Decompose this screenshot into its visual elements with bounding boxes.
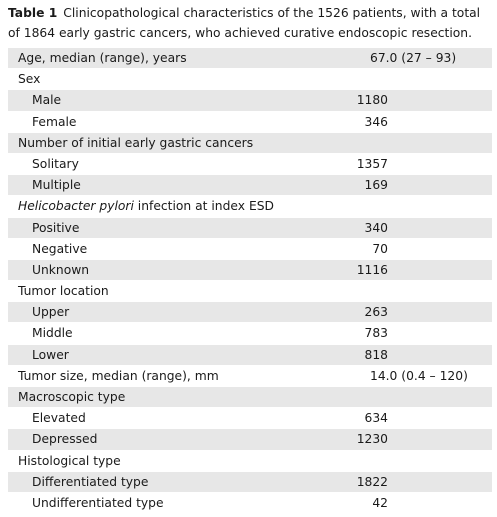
- row-label: Lower: [32, 345, 69, 365]
- row-label: Age, median (range), years: [18, 48, 187, 68]
- row-label-text: Depressed: [32, 432, 98, 447]
- row-label: Positive: [32, 218, 79, 238]
- row-label: Macroscopic type: [18, 387, 125, 407]
- row-value: 263: [364, 305, 388, 320]
- row-label: Tumor location: [18, 281, 109, 301]
- row-label-text: Female: [32, 114, 77, 129]
- table-row: Tumor size, median (range), mm 14.0 (0.4 …: [8, 366, 492, 387]
- row-value: 340: [364, 220, 388, 235]
- row-label-text: Histological type: [18, 453, 121, 468]
- row-label: Solitary: [32, 154, 79, 174]
- table-row: Upper 263: [8, 302, 492, 324]
- row-value: 783: [364, 326, 388, 341]
- row-value: 70: [372, 241, 388, 256]
- row-value: 1116: [356, 262, 388, 277]
- row-label-text: infection at index ESD: [133, 199, 274, 214]
- row-label-text: Number of initial early gastric cancers: [18, 135, 254, 150]
- row-label: Depressed: [32, 429, 97, 449]
- table-row: Number of initial early gastric cancers: [8, 132, 492, 154]
- row-label-text: Age, median (range), years: [18, 51, 187, 65]
- row-label: Middle: [32, 323, 73, 343]
- row-value: 634: [364, 411, 388, 426]
- row-label-text: Male: [32, 93, 62, 108]
- row-label-text: Sex: [18, 72, 41, 87]
- row-label: Male: [32, 90, 61, 110]
- table-row: Solitary 1357: [8, 154, 492, 176]
- row-label: Multiple: [32, 175, 81, 195]
- row-label-text: Differentiated type: [32, 474, 149, 489]
- table-row: Male 1180: [8, 90, 492, 112]
- row-label: Female: [32, 112, 76, 132]
- row-label-text: Macroscopic type: [18, 390, 126, 404]
- row-label: Differentiated type: [32, 472, 148, 492]
- row-label-text: Tumor location: [18, 284, 109, 299]
- row-label-text: Unknown: [32, 262, 90, 277]
- table-row: Elevated 634: [8, 408, 492, 430]
- table-row: Positive 340: [8, 217, 492, 239]
- row-value: 169: [364, 178, 388, 193]
- table-row: Multiple 169: [8, 175, 492, 197]
- row-label: Negative: [32, 239, 87, 259]
- row-label-italic: Helicobacter pylori: [18, 199, 134, 214]
- table: Age, median (range), years 67.0 (27 – 93)…: [8, 48, 492, 515]
- table-row: Middle 783: [8, 323, 492, 345]
- table-row: Differentiated type 1822: [8, 471, 492, 493]
- row-value: 1230: [356, 432, 388, 447]
- caption-number: Table 1: [8, 6, 58, 20]
- table-row: Unknown 1116: [8, 259, 492, 282]
- table-row: Macroscopic type: [8, 387, 492, 409]
- table-row: Tumor location: [8, 281, 492, 303]
- row-label-text: Solitary: [32, 156, 79, 171]
- table-row: Negative 70: [8, 239, 492, 260]
- row-label: Elevated: [32, 408, 86, 428]
- table-row: Female 346: [8, 112, 492, 133]
- row-label: Tumor size, median (range), mm: [18, 366, 219, 386]
- row-value: 1822: [356, 474, 388, 489]
- row-label: Upper: [32, 302, 69, 322]
- table-row: Undifferentiated type 42: [8, 493, 492, 515]
- row-value: 42: [372, 495, 388, 510]
- row-label-text: Multiple: [32, 178, 81, 193]
- table-row: Helicobacter pylori infection at index E…: [8, 196, 492, 218]
- table-row: Age, median (range), years 67.0 (27 – 93): [8, 48, 492, 70]
- row-label-text: Lower: [32, 347, 69, 362]
- row-label: Sex: [18, 69, 40, 89]
- table-row: Lower 818: [8, 344, 492, 366]
- caption: Table 1 Clinicopathological characteristi…: [8, 3, 492, 43]
- row-label-text: Positive: [32, 220, 80, 235]
- row-label-text: Tumor size, median (range), mm: [18, 368, 219, 383]
- row-label: Histological type: [18, 451, 121, 471]
- row-label: Unknown: [32, 260, 89, 280]
- table-row: Histological type: [8, 451, 492, 472]
- row-value: 67.0 (27 – 93): [370, 51, 457, 65]
- row-value: 346: [364, 114, 388, 129]
- row-value: 818: [364, 347, 388, 362]
- row-value: 1357: [356, 156, 388, 171]
- row-label-text: Undifferentiated type: [32, 495, 164, 510]
- row-label-text: Middle: [32, 326, 73, 341]
- row-value: 1180: [356, 93, 388, 108]
- row-label-text: Elevated: [32, 411, 86, 426]
- row-value: 14.0 (0.4 – 120): [370, 368, 468, 383]
- table-row: Depressed 1230: [8, 429, 492, 451]
- caption-text: Clinicopathological characteristics of t…: [8, 6, 481, 40]
- row-label-text: Upper: [32, 305, 70, 320]
- row-label: Number of initial early gastric cancers: [18, 133, 253, 153]
- row-label: Helicobacter pylori infection at index E…: [18, 196, 274, 216]
- row-label-text: Negative: [32, 241, 88, 256]
- row-label: Undifferentiated type: [32, 493, 164, 513]
- table-row: Sex: [8, 69, 492, 91]
